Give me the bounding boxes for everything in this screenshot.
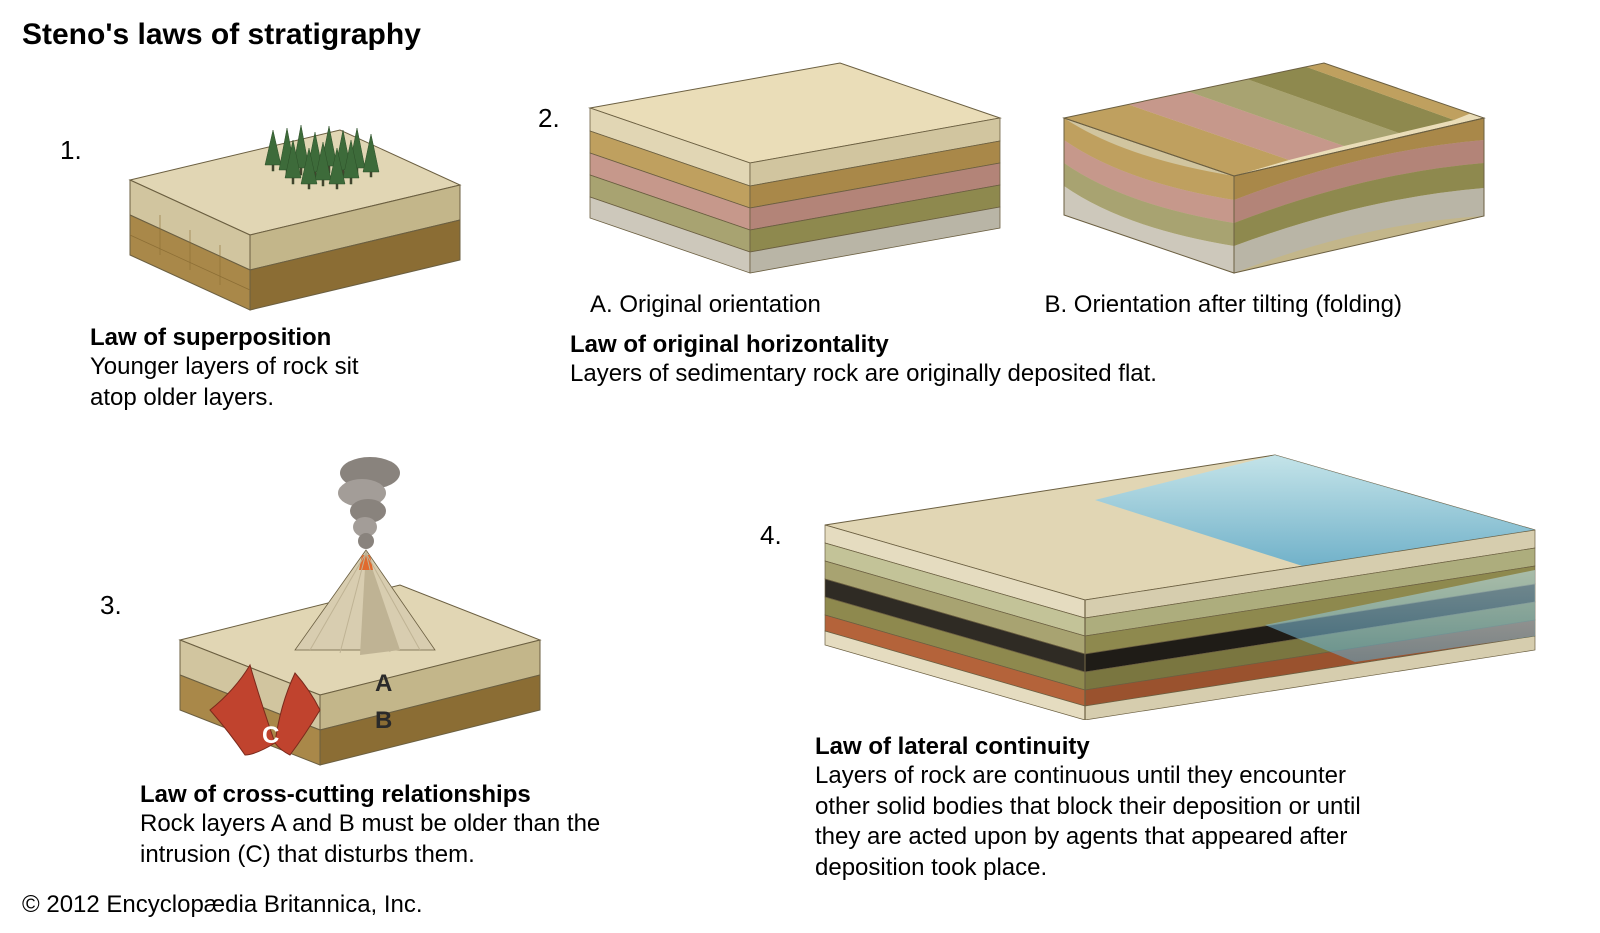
diagram-horizontality-b [1044, 48, 1504, 278]
panel-1-caption: Law of superposition Younger layers of r… [90, 324, 410, 413]
panel-4-number: 4. [760, 520, 782, 551]
diagram-crosscutting [140, 455, 560, 770]
crosscut-label-a: A [375, 670, 392, 698]
panel-2-law: Law of original horizontality [570, 331, 1570, 359]
panel-crosscutting: 3. A B C Law of [100, 455, 620, 870]
panel-4-law: Law of lateral continuity [815, 733, 1375, 761]
panel-3-number: 3. [100, 590, 122, 621]
panel-2-sublabel-a: A. Original orientation [590, 291, 1010, 319]
crosscut-label-b: B [375, 707, 392, 735]
diagram-superposition [90, 85, 480, 315]
panel-3-law: Law of cross-cutting relationships [140, 781, 620, 809]
panel-1-desc: Younger layers of rock sit atop older la… [90, 352, 410, 413]
panel-2-number: 2. [538, 103, 560, 134]
copyright-text: © 2012 Encyclopædia Britannica, Inc. [22, 891, 423, 919]
panel-superposition: 1. [50, 85, 480, 413]
panel-4-desc: Layers of rock are continuous until they… [815, 761, 1375, 884]
panel-1-number: 1. [60, 135, 82, 166]
panel-1-law: Law of superposition [90, 324, 410, 352]
panel-3-caption: Law of cross-cutting relationships Rock … [140, 781, 620, 870]
diagram-lateral-continuity [795, 440, 1555, 720]
panel-3-desc: Rock layers A and B must be older than t… [140, 809, 620, 870]
panel-2-desc: Layers of sedimentary rock are originall… [570, 359, 1570, 390]
main-title: Steno's laws of stratigraphy [22, 18, 421, 52]
panel-2-caption: Law of original horizontality Layers of … [570, 331, 1570, 390]
crosscut-label-c: C [262, 722, 279, 750]
diagram-horizontality-a [570, 48, 1010, 278]
panel-4-caption: Law of lateral continuity Layers of rock… [815, 733, 1375, 884]
panel-2-sublabel-b: B. Orientation after tilting (folding) [1044, 291, 1504, 319]
panel-horizontality: 2. A. Original orientation [540, 48, 1570, 390]
panel-lateral-continuity: 4. Law of later [760, 440, 1560, 884]
